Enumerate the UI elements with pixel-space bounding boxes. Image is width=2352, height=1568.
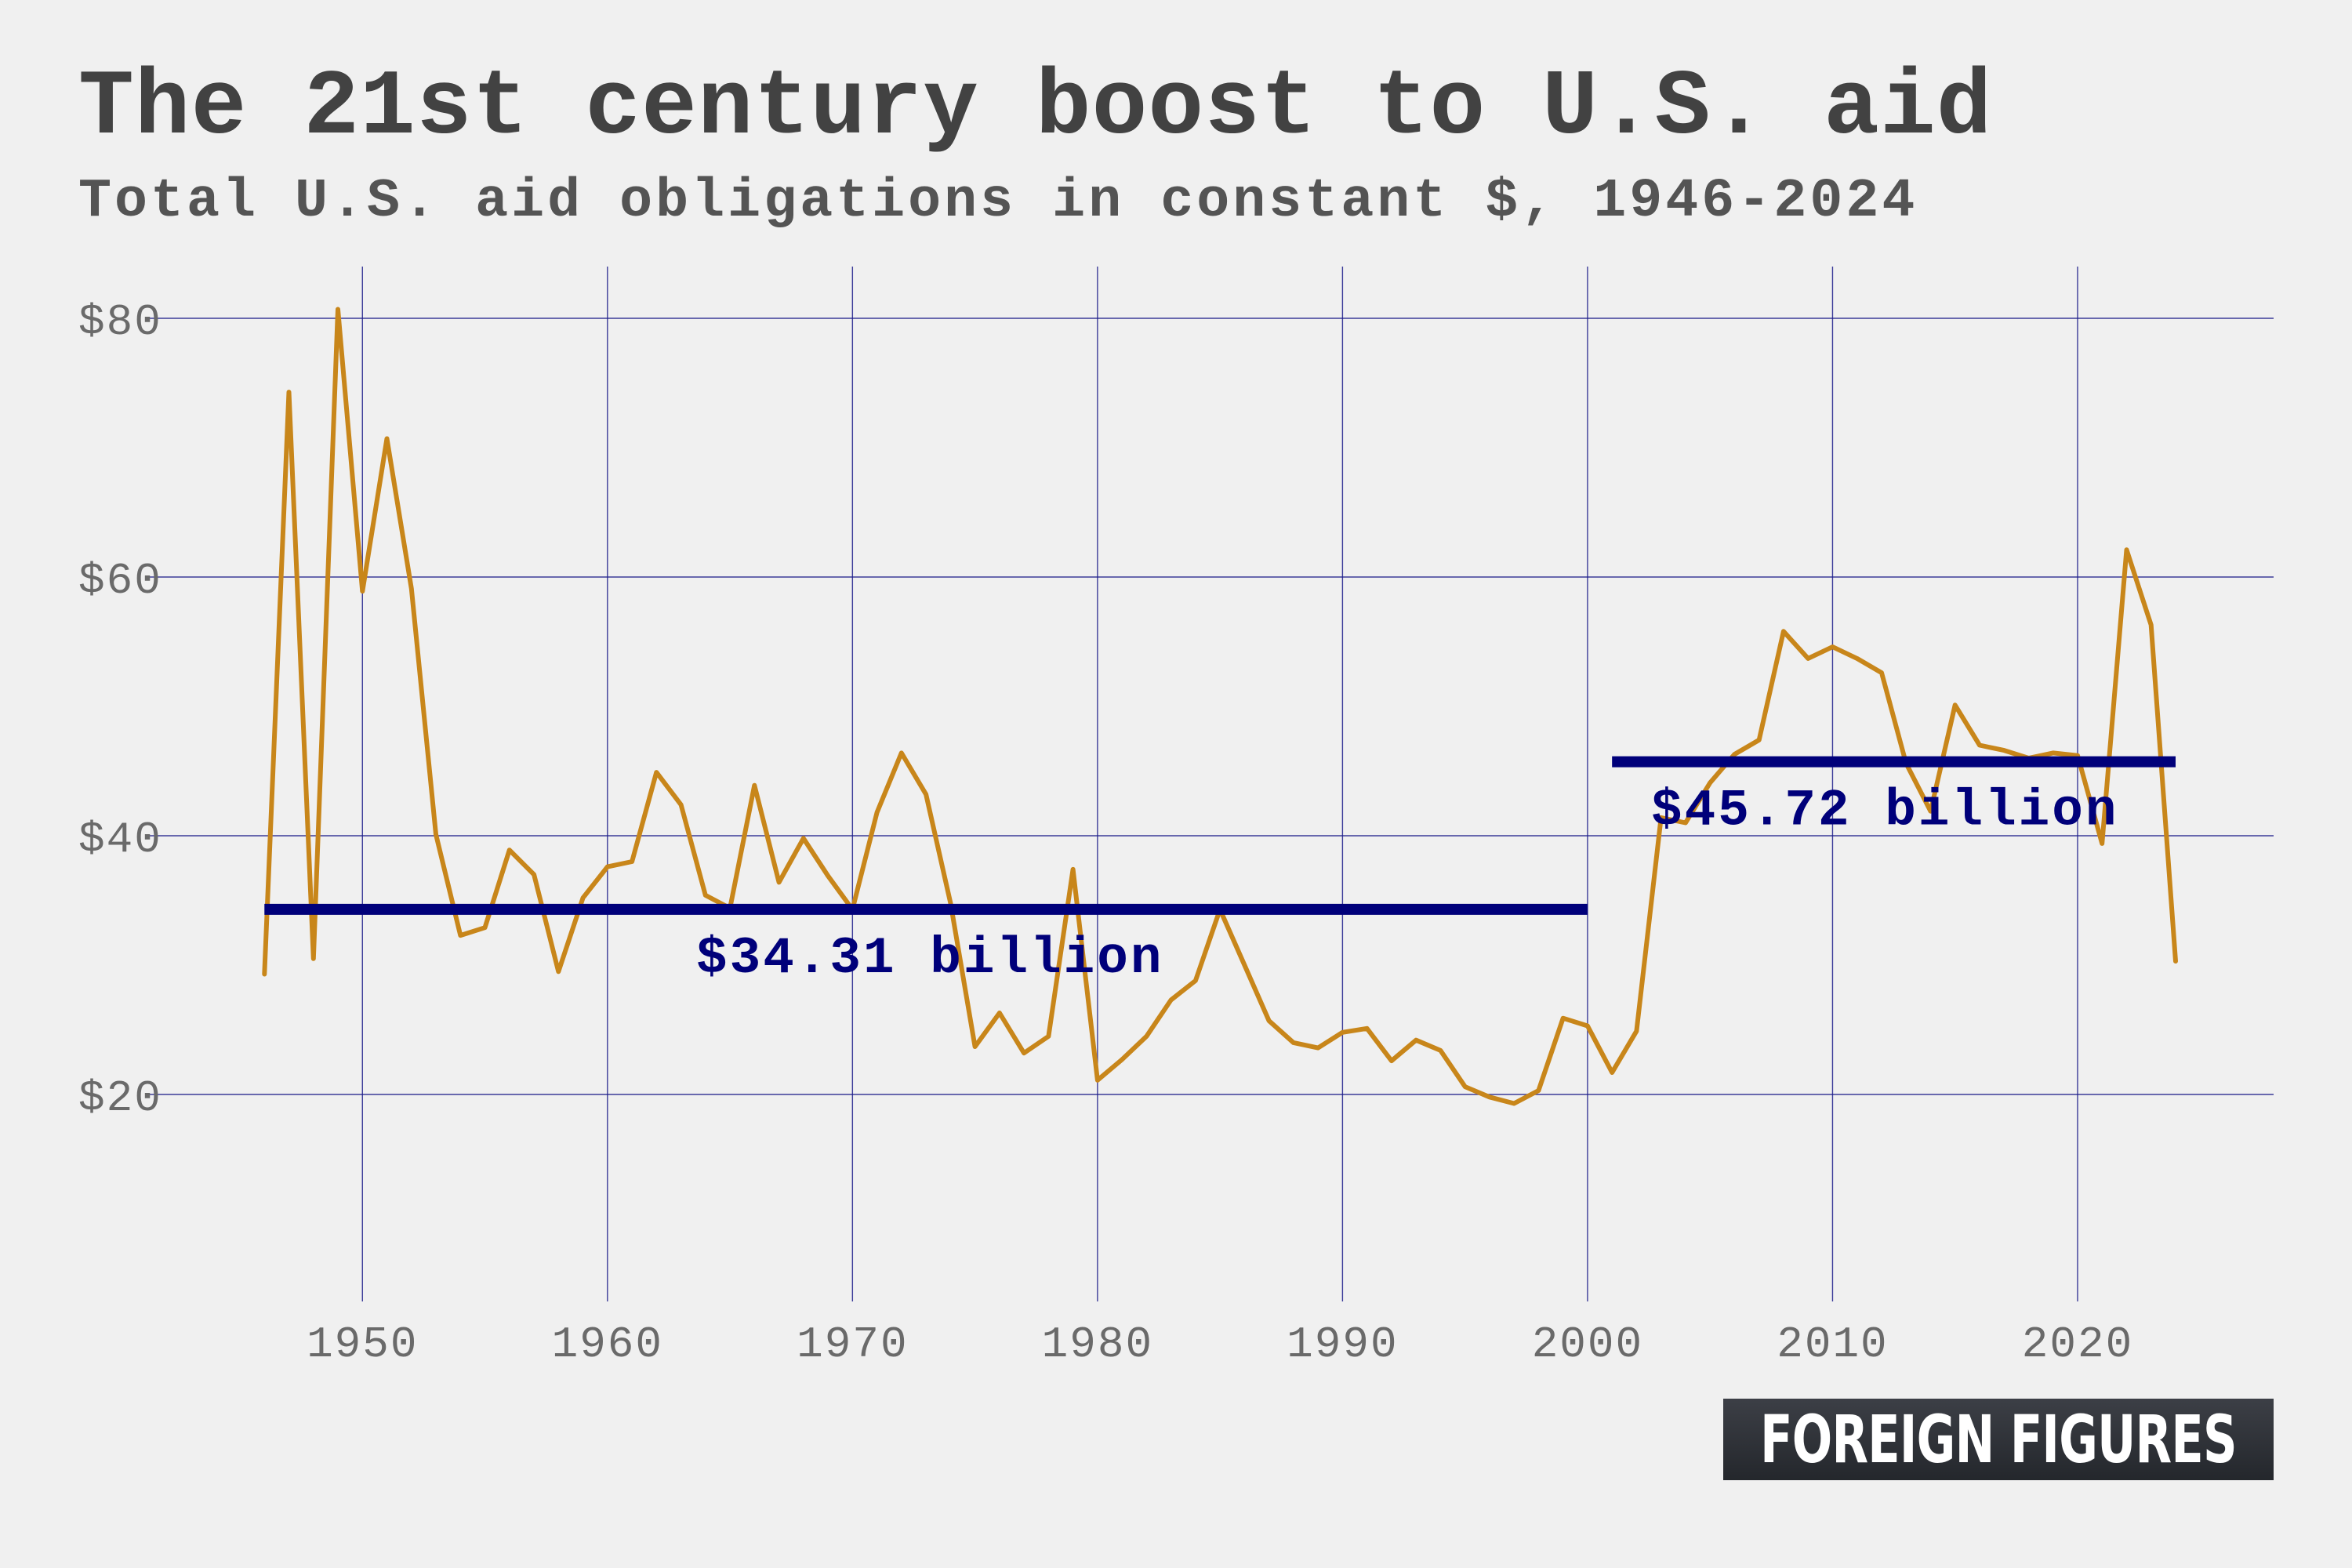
data-point [1512,1102,1516,1106]
data-point [1316,1046,1320,1051]
data-point [1046,1034,1051,1039]
data-point [679,802,684,807]
data-point [311,956,316,961]
brand-label: FOREIGN FIGURES [1760,1401,2237,1478]
data-point [1169,998,1174,1003]
data-point [752,783,757,788]
x-tick-label: 1990 [1287,1319,1398,1370]
data-point [1071,867,1076,872]
data-point [1414,1038,1418,1043]
data-point [1732,752,1737,757]
average-label: $45.72 billion [1651,782,2119,840]
data-point [703,893,708,898]
data-point [1879,670,1884,675]
data-point [556,969,561,974]
data-point [1953,702,1958,707]
chart-subtitle: Total U.S. aid obligations in constant $… [78,171,1918,233]
x-tick-label: 2010 [1777,1319,1888,1370]
data-point [924,792,928,797]
data-point [1144,1034,1149,1039]
data-point [1781,629,1786,633]
data-point [262,972,267,977]
data-point [385,436,390,441]
data-point [654,770,659,775]
x-tick-label: 2000 [1532,1319,1643,1370]
data-point [826,873,830,878]
y-tick-label: $80 [78,297,162,347]
data-point [1267,1018,1272,1023]
aid-series-line [262,307,2178,1106]
y-tick-label: $40 [78,815,162,865]
series-layer [262,307,2178,1106]
data-point [2173,959,2178,964]
data-point [458,933,463,938]
data-point [1561,1016,1566,1021]
brand-logo: FOREIGN FIGURES [1723,1399,2274,1480]
y-tick-label: $60 [78,556,162,606]
data-point [360,589,365,593]
data-point [1463,1084,1468,1089]
data-point [1634,1029,1639,1033]
grid [149,267,2274,1301]
data-point [1193,978,1198,983]
data-point [1389,1058,1394,1063]
data-point [1683,821,1688,825]
y-axis-ticks: $20 $40 $60 $80 [78,297,162,1123]
data-point [1708,780,1712,785]
data-point [630,859,634,864]
data-point [2149,622,2154,627]
data-point [1977,743,1982,747]
data-point [2124,547,2129,552]
x-tick-label: 1980 [1042,1319,1153,1370]
data-point [973,1044,978,1049]
data-point [1120,1057,1124,1062]
data-point [336,307,340,311]
data-point [1610,1070,1614,1075]
data-point [801,836,806,840]
data-point [434,832,438,837]
x-tick-label: 1970 [797,1319,908,1370]
data-point [777,880,782,884]
chart-title: The 21st century boost to U.S. aid [78,56,1993,161]
data-point [875,810,880,815]
x-tick-label: 1960 [552,1319,663,1370]
data-point [2100,841,2104,846]
data-point [1757,738,1762,742]
data-point [899,750,904,755]
data-point [1291,1040,1296,1045]
x-tick-label: 1950 [307,1319,418,1370]
average-label: $34.31 billion [696,929,1164,988]
data-point [1095,1078,1100,1083]
data-point [1536,1088,1541,1093]
data-point [287,390,292,394]
data-point [1242,963,1247,967]
data-point [605,865,610,869]
data-point [409,586,414,591]
data-point [1340,1030,1345,1035]
data-point [2051,750,2056,755]
data-point [1659,815,1664,820]
data-point [1928,809,1933,814]
data-point [1022,1051,1026,1055]
data-point [507,848,512,852]
data-point [1438,1048,1443,1053]
data-point [1585,1024,1590,1029]
data-point [1830,644,1835,649]
x-axis-ticks: 1950 1960 1970 1980 1990 2000 2010 2020 [307,1319,2133,1370]
averages-layer: $34.31 billion $45.72 billion [264,756,2176,988]
x-tick-label: 2020 [2022,1319,2133,1370]
data-point [1365,1026,1370,1031]
data-point [997,1011,1002,1015]
data-point [1487,1094,1492,1099]
data-point [1855,656,1860,661]
data-point [2002,748,2006,753]
data-point [581,895,586,900]
data-point [483,925,488,930]
data-point [1806,656,1810,661]
data-point [532,873,536,877]
y-tick-label: $20 [78,1073,162,1123]
